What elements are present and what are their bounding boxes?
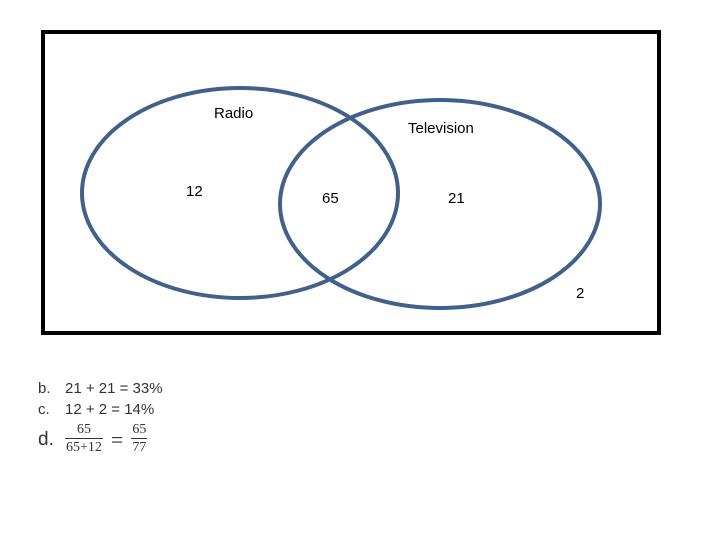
answer-c-text: 12 + 2 = 14% [65,401,155,418]
radio-label: Radio [214,105,254,122]
answer-c: c. 12 + 2 = 14% [38,399,163,420]
television-label: Television [408,120,474,137]
answer-c-letter: c. [38,401,50,418]
answer-b: b. 21 + 21 = 33% [38,378,163,399]
fraction-1-numerator: 65 [76,422,91,437]
fraction-2-denominator: 77 [131,438,148,455]
radio-only-value: 12 [186,183,203,200]
neither-value: 2 [576,285,585,302]
answer-b-text: 21 + 21 = 33% [65,380,163,397]
television-circle [278,98,602,310]
answer-b-letter: b. [38,380,51,397]
answer-d-letter: d. [38,428,54,450]
fraction-2: 65 77 [131,422,148,456]
television-only-value: 21 [448,190,465,207]
answers-list: b. 21 + 21 = 33% c. 12 + 2 = 14% d. 65 6… [38,378,163,456]
fraction-1-denominator: 65+12 [65,438,103,455]
radio-circle [80,86,400,300]
fraction-1: 65 65+12 [65,422,103,456]
venn-frame [41,30,661,335]
answer-d: d. 65 65+12 = 65 77 [38,422,163,456]
equals-sign: = [110,426,124,452]
both-value: 65 [322,190,339,207]
fraction-2-numerator: 65 [132,422,147,437]
